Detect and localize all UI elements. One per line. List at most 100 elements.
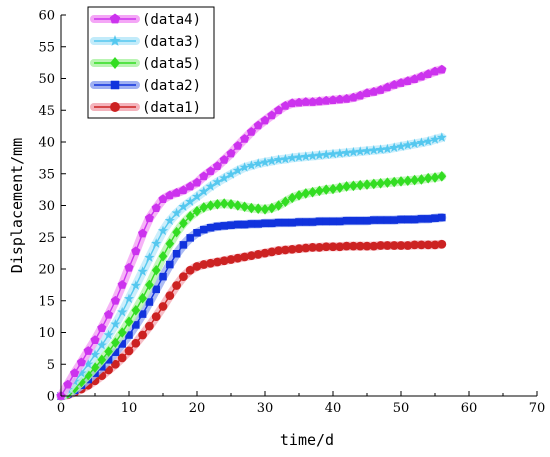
data-point [416,71,426,81]
data-point [117,280,127,289]
data-point [179,241,188,249]
data-point [334,148,345,158]
data-point [322,217,330,226]
data-point [131,338,141,348]
data-point [383,216,392,224]
legend-marker [109,35,121,46]
data-point [97,323,107,332]
data-point [268,219,276,228]
y-tick-label: 30 [38,199,55,214]
data-point [111,348,120,356]
data-point [383,177,392,188]
data-point [280,100,290,110]
data-point [144,252,155,262]
data-point [423,69,433,78]
y-tick-label: 50 [38,72,55,87]
x-tick-label: 60 [461,401,478,416]
data-point [424,215,432,223]
data-point [363,216,371,225]
y-tick-label: 0 [47,390,55,405]
data-point [410,240,419,250]
data-point [132,321,140,329]
y-axis-title: Displacement/mm [8,138,26,273]
data-point [98,363,106,371]
data-point [287,244,297,254]
data-point [145,298,154,306]
data-point [138,330,147,340]
data-point [301,243,311,253]
data-point [110,318,121,329]
data-point [192,177,202,187]
data-point [301,97,311,106]
data-point [266,155,277,166]
data-point [368,144,379,155]
data-point [349,180,358,192]
data-point [437,239,447,249]
axes-layer: 0 10 20 30 40 50 60 70 0 5 10 15 20 25 30 35 40 45 50 55 60 [38,9,545,417]
data-point [361,145,373,156]
data-point [226,255,236,264]
data-point [199,202,209,213]
data-point [302,218,310,226]
data-point [417,215,426,223]
data-point [315,185,324,197]
data-point [233,253,243,263]
legend: (data4) (data3) (data5) (data2) (data1) [87,6,215,119]
data-point [138,228,148,238]
legend-item: (data5) [90,56,201,72]
data-point [274,218,283,227]
data-point [232,165,243,175]
data-point [240,220,249,229]
x-axis-ticks: 0 10 20 30 40 50 60 70 [57,391,545,416]
data-point [219,256,229,266]
data-point [117,327,127,338]
data-point [191,191,203,201]
data-point [240,133,250,143]
legend-marker [110,57,120,69]
data-point [300,151,311,161]
data-point [287,152,298,163]
data-point [213,257,222,267]
data-point [233,200,243,211]
data-point [227,221,235,229]
x-tick-label: 10 [121,401,138,416]
data-point [287,98,297,108]
data-point [219,198,229,209]
data-point [281,245,290,255]
data-point [253,120,263,130]
data-point [125,331,133,339]
data-point [157,225,169,236]
data-point [369,178,379,190]
data-point [267,247,277,257]
data-point [376,241,385,250]
data-point [437,171,447,182]
data-point [369,241,379,251]
data-point [233,140,243,150]
data-point [246,160,257,170]
data-point [403,76,413,85]
data-point [179,272,188,281]
y-tick-label: 55 [38,40,55,55]
data-point [254,220,262,228]
data-point [349,241,358,251]
data-point [83,358,94,369]
data-point [315,243,324,252]
data-point [336,217,344,226]
legend-marker [109,13,121,24]
data-point [342,181,351,192]
data-point [396,78,406,87]
data-point [151,264,161,276]
data-point [397,215,405,224]
data-point [382,143,393,154]
data-point [423,240,433,250]
data-point [239,162,250,172]
data-point [423,136,434,146]
data-point [294,190,304,201]
data-point [226,148,236,158]
data-point [63,379,73,389]
y-tick-label: 45 [38,104,55,119]
data-point [259,157,271,167]
data-point [328,183,338,195]
data-point [355,179,365,191]
x-tick-label: 50 [393,401,410,416]
